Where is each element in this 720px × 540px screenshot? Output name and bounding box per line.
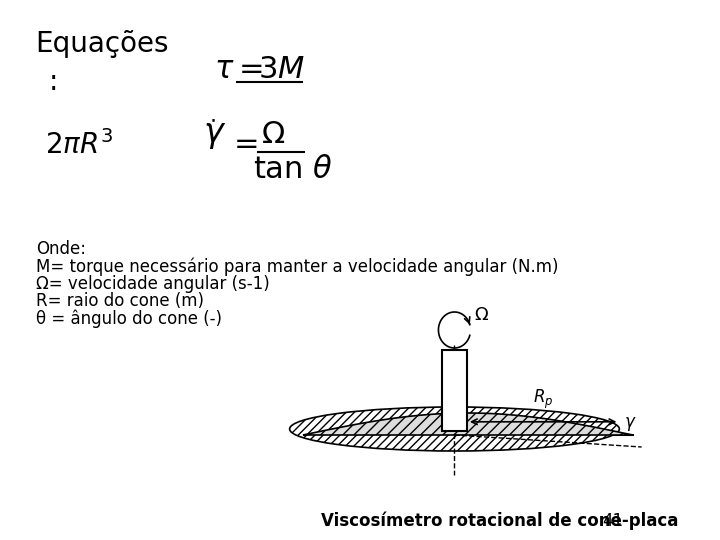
Ellipse shape	[289, 407, 619, 451]
Text: $3M$: $3M$	[258, 55, 305, 84]
Text: $2\pi R^3$: $2\pi R^3$	[45, 130, 113, 160]
Text: 41: 41	[603, 512, 624, 530]
Text: $\gamma$: $\gamma$	[203, 118, 226, 151]
Text: Onde:: Onde:	[36, 240, 86, 258]
Text: θ = ângulo do cone (-): θ = ângulo do cone (-)	[36, 309, 222, 327]
Text: R= raio do cone (m): R= raio do cone (m)	[36, 292, 204, 310]
Polygon shape	[303, 413, 633, 435]
Text: $\gamma$: $\gamma$	[624, 415, 636, 433]
Text: Equações: Equações	[36, 30, 169, 58]
Text: =: =	[239, 55, 264, 84]
Text: $\cdot$: $\cdot$	[210, 110, 216, 130]
Text: $\Omega$: $\Omega$	[474, 306, 489, 324]
Text: Ω= velocidade angular (s-1): Ω= velocidade angular (s-1)	[36, 275, 269, 293]
Text: M= torque necessário para manter a velocidade angular (N.m): M= torque necessário para manter a veloc…	[36, 258, 558, 276]
Text: $\Omega$: $\Omega$	[261, 120, 285, 149]
Text: Viscosímetro rotacional de cone-placa: Viscosímetro rotacional de cone-placa	[321, 511, 678, 530]
Text: $\tau$: $\tau$	[214, 55, 235, 84]
Text: =: =	[233, 130, 259, 159]
Text: :: :	[49, 68, 58, 96]
Text: $R_p$: $R_p$	[534, 388, 554, 411]
Bar	[442, 350, 467, 431]
Text: $\mathrm{tan}\ \theta$: $\mathrm{tan}\ \theta$	[253, 155, 333, 184]
